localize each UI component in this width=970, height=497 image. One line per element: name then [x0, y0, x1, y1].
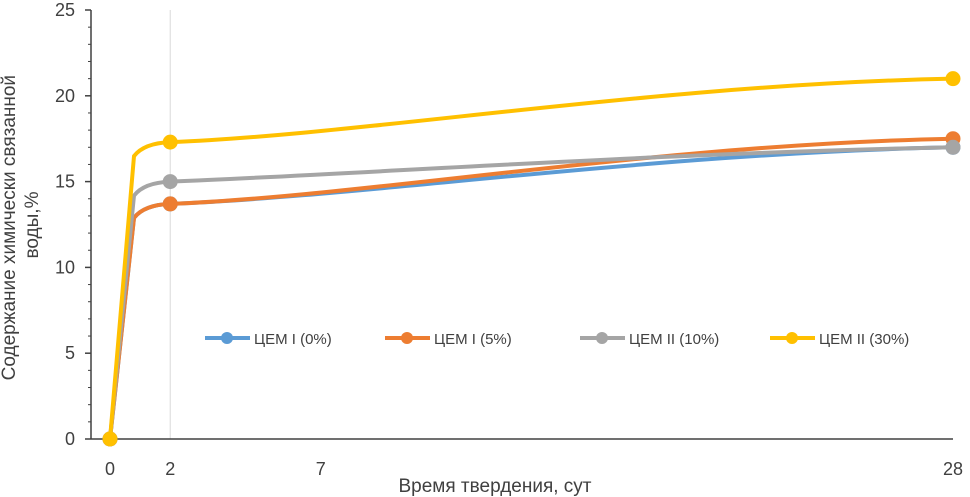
series-line-4 — [108, 76, 955, 441]
legend-swatch-marker — [596, 332, 608, 344]
series-line-2 — [108, 136, 955, 441]
legend: ЦЕМ I (0%) ЦЕМ I (5%) ЦЕМ II (10%) ЦЕМ II (… — [205, 331, 909, 348]
data-point-s3-2 — [945, 139, 961, 155]
legend-item-3: ЦЕМ II (10%) — [580, 331, 719, 348]
x-axis-title: Время твердения, сут — [398, 476, 591, 497]
data-point-s4-1 — [162, 134, 178, 150]
legend-item-4: ЦЕМ II (30%) — [770, 331, 909, 348]
legend-label: ЦЕМ I (5%) — [434, 331, 512, 348]
axes: 0 5 10 15 20 25 0 2 7 28 — [55, 0, 963, 479]
data-point-s4-2 — [945, 71, 961, 87]
y-tick-label: 10 — [55, 257, 75, 277]
x-tick-label: 0 — [105, 459, 115, 479]
legend-swatch-marker — [786, 332, 798, 344]
data-point-s3-1 — [162, 174, 178, 190]
y-tick-label: 20 — [55, 86, 75, 106]
y-tick-label: 0 — [65, 429, 75, 449]
y-tick-label: 5 — [65, 343, 75, 363]
series-lines — [102, 71, 961, 447]
legend-label: ЦЕМ II (30%) — [819, 331, 909, 348]
legend-label: ЦЕМ I (0%) — [254, 331, 332, 348]
legend-item-1: ЦЕМ I (0%) — [205, 331, 332, 348]
y-axis-title: Содержание химически связанной воды,% — [0, 70, 43, 381]
legend-swatch-marker — [401, 332, 413, 344]
data-point-s2-1 — [162, 196, 178, 212]
y-tick-label: 15 — [55, 172, 75, 192]
data-point-s4-0 — [102, 431, 118, 447]
series-line-1 — [108, 145, 955, 441]
x-tick-label: 7 — [316, 459, 326, 479]
y-axis-title-line-2: воды,% — [22, 191, 43, 258]
series-line-3 — [108, 145, 955, 441]
legend-item-2: ЦЕМ I (5%) — [385, 331, 512, 348]
x-tick-label: 28 — [943, 459, 963, 479]
y-axis-title-line-1: Содержание химически связанной — [0, 75, 20, 380]
legend-swatch-marker — [221, 332, 233, 344]
legend-label: ЦЕМ II (10%) — [629, 331, 719, 348]
x-tick-label: 2 — [165, 459, 175, 479]
y-tick-label: 25 — [55, 0, 75, 20]
